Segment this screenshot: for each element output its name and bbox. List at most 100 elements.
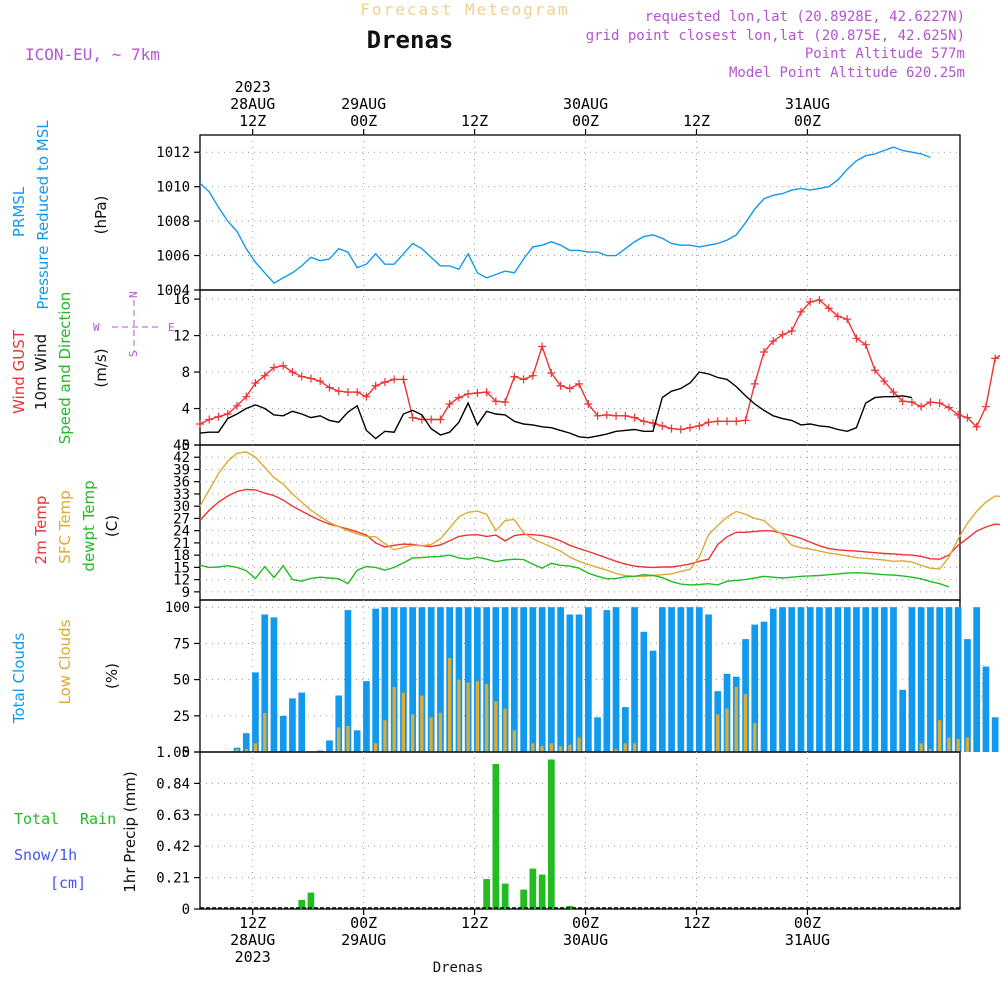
- clouds-bar-1: [346, 725, 350, 752]
- bottom-time-label: 28AUG: [230, 931, 275, 949]
- gust-point: [963, 413, 972, 422]
- clouds-bar-0: [964, 639, 971, 752]
- pressure-ytick-label: 1012: [156, 145, 190, 161]
- temperature-ytick-label: 39: [173, 462, 190, 478]
- top-time-label: 2023: [235, 78, 271, 96]
- clouds-bar-1: [716, 714, 720, 752]
- gust-point: [704, 418, 713, 427]
- wind-series-1: [199, 371, 913, 440]
- gust-point: [454, 393, 463, 402]
- clouds-bar-0: [705, 614, 712, 752]
- gust-point: [343, 388, 352, 397]
- precip-ytick-label: 1.05: [156, 745, 190, 761]
- grid-point-coordinates: grid point closest lon,lat (20.875E, 42.…: [586, 28, 965, 44]
- model-name: ICON-EU, ~ 7km: [25, 45, 160, 64]
- panel-wind: 0 4 8 12 16: [173, 289, 1000, 454]
- temperature-ytick-label: 9: [182, 585, 190, 601]
- gust-point: [362, 392, 371, 401]
- cloud-labels: Total Clouds Low Clouds (%): [10, 619, 121, 724]
- temperature-labels: 2m Temp SFC Temp dewpt Temp (C): [32, 480, 121, 571]
- clouds-bar-0: [880, 607, 888, 752]
- compass-n: N: [127, 291, 140, 298]
- wind-ytick-label: 8: [182, 365, 190, 381]
- clouds-bar-0: [344, 610, 352, 752]
- wind-ytick-label: 0: [182, 438, 190, 454]
- precip-bar-0: [298, 900, 306, 909]
- clouds-bar-0: [464, 607, 472, 752]
- gust-point: [935, 399, 944, 408]
- gust-point: [380, 378, 389, 387]
- gust-point: [464, 389, 473, 398]
- pressure-series-0: [199, 146, 931, 284]
- clouds-bar-1: [401, 692, 405, 752]
- clouds-bar-0: [677, 607, 685, 752]
- clouds-bar-0: [363, 681, 370, 752]
- precip-ytick-label: 0.63: [156, 808, 190, 824]
- clouds-bar-0: [695, 607, 703, 752]
- clouds-bar-1: [614, 749, 618, 752]
- clouds-bar-1: [383, 720, 387, 752]
- clouds-bar-1: [568, 744, 572, 752]
- clouds-ytick-label: 100: [165, 600, 190, 616]
- location-title: Drenas: [367, 26, 454, 54]
- temperature-ytick-label: 18: [173, 548, 190, 564]
- clouds-bar-0: [862, 607, 870, 752]
- clouds-bar-0: [769, 608, 777, 752]
- gust-point: [279, 361, 288, 370]
- gust-point: [686, 423, 695, 432]
- clouds-bar-0: [612, 607, 620, 752]
- clouds-bar-0: [316, 750, 324, 752]
- clouds-bar-0: [261, 614, 269, 752]
- clouds-bar-0: [871, 607, 879, 752]
- top-time-label: 00Z: [572, 112, 599, 130]
- gust-point: [870, 366, 879, 375]
- clouds-bar-1: [448, 657, 452, 752]
- clouds-bar-0: [557, 607, 564, 752]
- gust-point: [833, 312, 842, 321]
- clouds-bar-1: [253, 743, 258, 752]
- clouds-bar-1: [235, 749, 239, 752]
- pressure-ytick-label: 1004: [156, 283, 190, 299]
- clouds-bar-1: [531, 743, 535, 752]
- clouds-bar-1: [577, 737, 581, 752]
- clouds-bar-0: [788, 607, 796, 752]
- clouds-bar-1: [947, 737, 951, 752]
- gust-point: [741, 416, 750, 425]
- clouds-bar-0: [927, 607, 934, 752]
- top-time-label: 30AUG: [563, 95, 608, 113]
- clouds-bar-1: [956, 739, 960, 752]
- gust-point: [260, 371, 269, 380]
- bottom-time-label: 31AUG: [785, 931, 830, 949]
- clouds-bar-0: [899, 689, 906, 752]
- gust-point: [436, 415, 445, 424]
- clouds-ytick-label: 50: [173, 673, 190, 689]
- temperature-series-1: [199, 451, 1000, 577]
- gust-point: [898, 397, 907, 406]
- wind-unit: (m/s): [92, 348, 110, 387]
- gust-point: [806, 297, 815, 306]
- point-altitude: Point Altitude 577m: [805, 46, 965, 62]
- top-time-label: 12Z: [239, 112, 266, 130]
- clouds-bar-1: [540, 746, 544, 752]
- clouds-bar-0: [511, 607, 518, 752]
- clouds-bar-1: [503, 708, 507, 752]
- compass-e: E: [168, 321, 175, 334]
- pressure-label-msl: Pressure Reduced to MSL: [34, 120, 52, 310]
- clouds-bar-0: [492, 607, 500, 752]
- panel-pressure: 1004 1006 1008 1010 1012: [156, 134, 961, 299]
- gust-point: [565, 384, 574, 393]
- gust-point: [306, 374, 315, 383]
- panel-clouds: 0 25 50 75 100: [165, 599, 999, 761]
- model-point-altitude: Model Point Altitude 620.25m: [729, 65, 965, 81]
- pressure-ytick-label: 1010: [156, 180, 190, 196]
- precip-bar-0: [307, 892, 315, 909]
- clouds-bar-0: [631, 607, 638, 752]
- gust-point: [556, 381, 565, 390]
- compass-rose: W E N S: [93, 291, 175, 357]
- top-time-label: 12Z: [683, 112, 710, 130]
- clouds-bar-0: [335, 695, 343, 752]
- wind-ytick-label: 4: [182, 402, 190, 418]
- precip-bar-0: [548, 759, 555, 909]
- top-time-label: 00Z: [350, 112, 377, 130]
